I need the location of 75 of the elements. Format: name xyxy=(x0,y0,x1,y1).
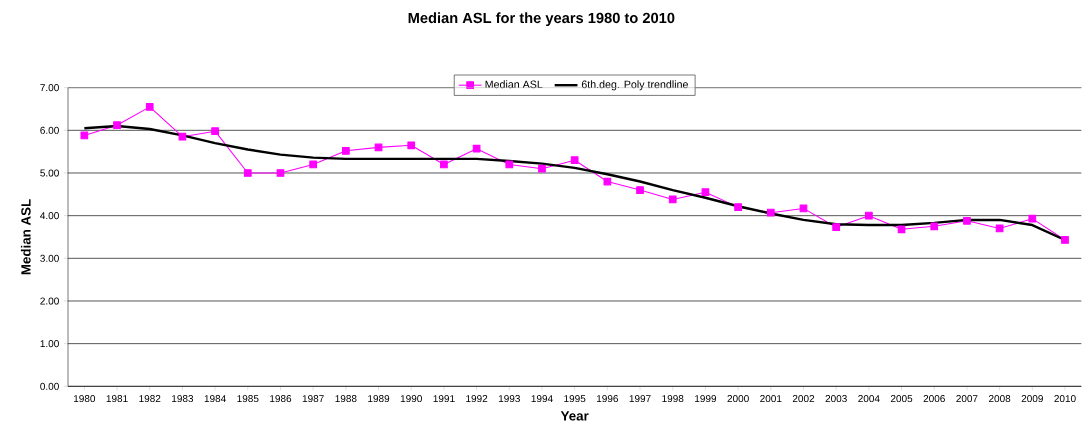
y-tick-label: 3.00 xyxy=(40,254,59,262)
point xyxy=(538,164,546,173)
point xyxy=(766,208,775,217)
chart-title: Median ASL for the years 1980 to 2010 xyxy=(408,12,675,27)
x-tick-label: 1996 xyxy=(596,395,619,403)
x-tick-label: 1985 xyxy=(237,395,259,403)
x-tick-label: 1982 xyxy=(139,395,161,403)
x-tick-label: 2001 xyxy=(760,395,782,403)
x-tick-label: 1989 xyxy=(368,395,390,403)
point xyxy=(178,132,187,141)
point xyxy=(276,169,285,177)
point xyxy=(897,225,906,234)
x-tick-label: 1993 xyxy=(498,395,520,403)
point xyxy=(636,186,644,194)
y-tick-label: 5.00 xyxy=(40,169,59,177)
x-tick-label: 1992 xyxy=(466,395,488,403)
x-tick-label: 1987 xyxy=(302,395,324,403)
point xyxy=(472,144,481,153)
point xyxy=(963,216,971,225)
x-tick-label: 1980 xyxy=(73,395,96,403)
point xyxy=(374,143,383,152)
point xyxy=(145,102,154,111)
point xyxy=(668,195,677,204)
point xyxy=(407,141,416,150)
x-tick-label: 1981 xyxy=(106,395,128,403)
y-tick-label: 7.00 xyxy=(40,84,59,92)
y-tick-label: 1.00 xyxy=(40,340,59,348)
point xyxy=(701,188,710,197)
point xyxy=(799,204,808,213)
y-tick-label: 0.00 xyxy=(40,382,59,390)
x-tick-label: 1998 xyxy=(662,395,684,403)
y-axis-title: Median ASL xyxy=(20,199,31,275)
legend-label: 6th.deg. Poly trendline xyxy=(581,80,688,91)
x-tick-label: 2005 xyxy=(890,395,913,403)
x-tick-label: 2009 xyxy=(1021,395,1043,403)
x-tick-label: 1999 xyxy=(695,395,717,403)
point xyxy=(440,160,448,169)
point xyxy=(734,203,742,211)
x-tick-label: 2003 xyxy=(825,395,847,403)
x-tick-label: 2002 xyxy=(792,395,815,403)
x-tick-label: 1988 xyxy=(335,395,357,403)
point xyxy=(995,224,1004,233)
point xyxy=(309,160,318,169)
point xyxy=(80,131,89,140)
y-tick-label: 2.00 xyxy=(40,297,59,305)
x-tick-label: 2008 xyxy=(988,395,1011,403)
y-tick-label: 6.00 xyxy=(40,126,59,134)
x-tick-label: 2000 xyxy=(727,395,749,403)
x-axis-title: Year xyxy=(560,411,589,421)
x-tick-label: 1991 xyxy=(433,395,455,403)
point xyxy=(603,177,612,186)
point xyxy=(505,160,514,169)
x-tick-label: 1983 xyxy=(172,395,194,403)
point xyxy=(1028,214,1037,223)
legend-label: Median ASL xyxy=(485,80,543,89)
x-tick-label: 1986 xyxy=(270,395,292,403)
point xyxy=(864,211,873,220)
point xyxy=(243,169,252,177)
point xyxy=(832,223,841,232)
x-tick-label: 2007 xyxy=(956,395,978,403)
point xyxy=(341,146,350,155)
x-tick-label: 1990 xyxy=(400,395,422,403)
x-tick-label: 1994 xyxy=(531,395,553,403)
x-tick-label: 2010 xyxy=(1054,395,1076,403)
x-tick-label: 2006 xyxy=(923,395,945,403)
point xyxy=(1061,236,1069,244)
x-tick-label: 1984 xyxy=(204,395,226,403)
point xyxy=(930,222,939,231)
x-tick-label: 2004 xyxy=(858,395,880,403)
y-tick-label: 4.00 xyxy=(40,212,59,220)
x-tick-label: 1995 xyxy=(564,395,586,403)
x-tick-label: 1997 xyxy=(629,395,651,403)
point xyxy=(211,127,219,136)
point xyxy=(570,156,579,165)
point xyxy=(113,121,121,130)
